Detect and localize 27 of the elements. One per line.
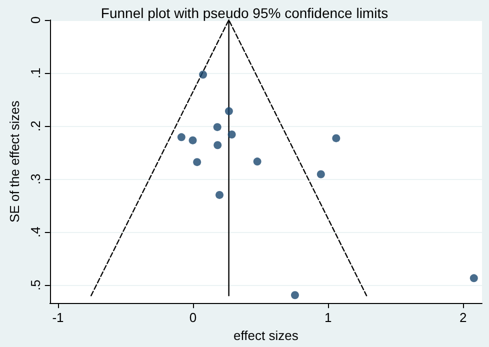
- x-tick-label: 2: [459, 310, 467, 326]
- y-tick-label: .1: [28, 68, 43, 78]
- x-tick-label: -1: [52, 310, 64, 326]
- point: [316, 170, 325, 178]
- point: [228, 130, 236, 139]
- point: [290, 291, 299, 300]
- point: [214, 141, 222, 150]
- point: [199, 70, 208, 79]
- x-tick-label: 0: [189, 310, 197, 326]
- x-tick-label: 1: [324, 310, 332, 326]
- point: [332, 134, 340, 142]
- point: [193, 158, 202, 166]
- point: [253, 158, 262, 166]
- x-axis-title: effect sizes: [234, 328, 299, 343]
- y-tick-label: 0: [28, 16, 43, 24]
- y-axis-title: SE of the effect sizes: [7, 100, 22, 222]
- y-tick-label: .4: [28, 226, 43, 238]
- y-tick-label: .5: [28, 280, 43, 290]
- y-tick-label: .2: [28, 120, 43, 132]
- point: [470, 274, 478, 282]
- chart-title: Funnel plot with pseudo 95% confidence limits: [100, 5, 388, 21]
- point: [216, 190, 224, 199]
- point: [213, 123, 222, 132]
- point: [177, 133, 186, 142]
- point: [224, 107, 233, 116]
- y-tick-label: .3: [28, 174, 43, 184]
- point: [188, 136, 197, 144]
